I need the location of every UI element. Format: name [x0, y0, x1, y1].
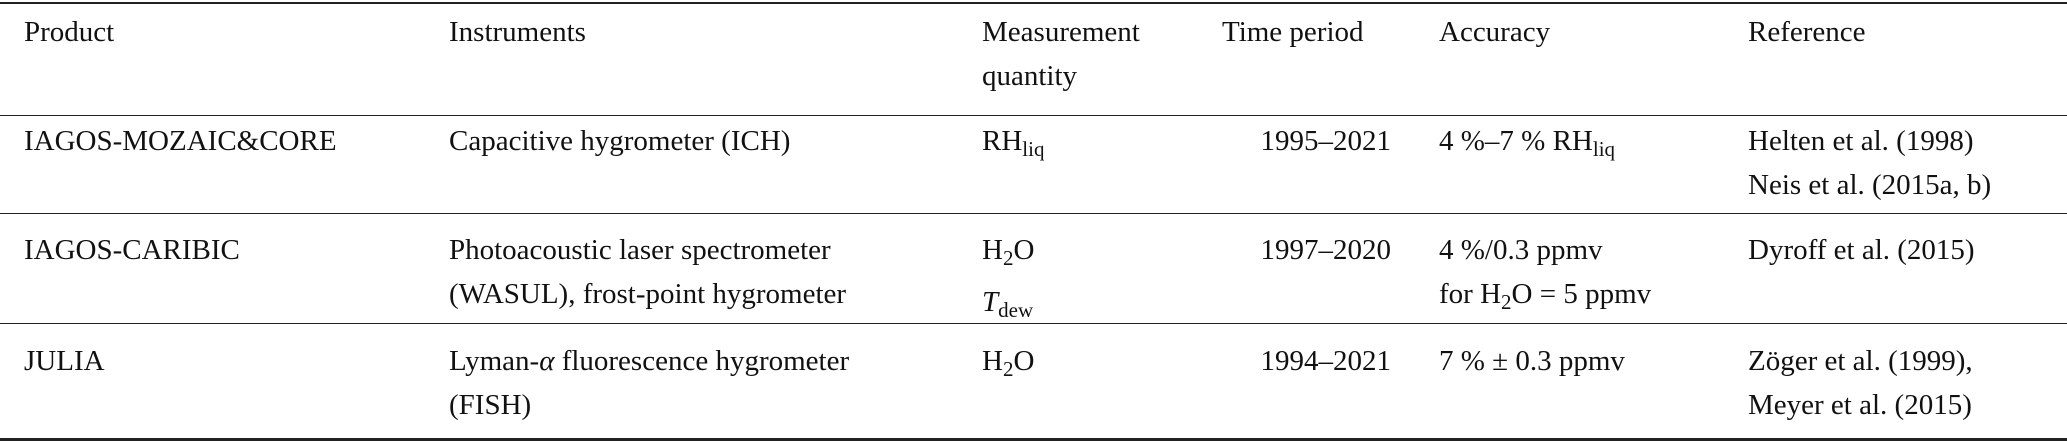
table-cell: Dyroff et al. (2015) [1748, 228, 1975, 272]
top-rule [0, 2, 2067, 4]
subscript: 2 [1002, 357, 1014, 381]
table-cell: 1994–2021 [1261, 339, 1392, 383]
rule [0, 323, 2067, 324]
table-cell: Measurement quantity [982, 10, 1140, 98]
table-cell: Product [24, 10, 114, 54]
cell-line: IAGOS-MOZAIC&CORE [24, 125, 337, 157]
cell-line: 1994–2021 [1260, 345, 1392, 377]
table-cell: H2O [982, 339, 1034, 391]
cell-line: 1995–2021 [1260, 125, 1392, 157]
text-run: α [539, 345, 555, 377]
cell-line: JULIA [24, 345, 105, 377]
table-cell: JULIA [24, 339, 105, 383]
cell-line: (FISH) [449, 389, 532, 421]
cell-line: Capacitive hygrometer (ICH) [449, 125, 791, 157]
cell-line: Instruments [449, 16, 586, 48]
text-run: fluorescence hygrometer [554, 345, 850, 377]
cell-line: 7 % ± 0.3 ppmv [1439, 345, 1625, 377]
rule [0, 115, 2067, 116]
table-cell: IAGOS-MOZAIC&CORE [24, 119, 337, 163]
text-run: 4 %–7 % RH [1439, 125, 1593, 157]
table-cell: IAGOS-CARIBIC [24, 228, 240, 272]
table-cell: Helten et al. (1998) Neis et al. (2015a, … [1748, 119, 1991, 207]
cell-line: Zöger et al. (1999), [1748, 345, 1973, 377]
rule [0, 213, 2067, 214]
cell-line: H2O [982, 339, 1034, 391]
cell-line: Measurement [982, 16, 1140, 48]
text-run: T [982, 286, 999, 318]
table-cell: 1995–2021 [1261, 119, 1392, 163]
subscript: 2 [1002, 246, 1014, 270]
cell-line: Time period [1222, 16, 1364, 48]
cell-line: 4 %–7 % RHliq [1439, 119, 1615, 171]
table-cell: 4 %/0.3 ppmv for H2O = 5 ppmv [1439, 228, 1651, 324]
text-run: H [982, 345, 1003, 377]
text-run: O [1013, 234, 1035, 266]
cell-line: H2O [982, 228, 1034, 280]
table-cell: Accuracy [1439, 10, 1550, 54]
table-cell: Reference [1748, 10, 1866, 54]
cell-line: Dyroff et al. (2015) [1748, 234, 1975, 266]
table-cell: Time period [1222, 10, 1364, 54]
text-run: Lyman- [449, 345, 540, 377]
text-run: O [1013, 345, 1035, 377]
cell-line: for H2O = 5 ppmv [1439, 272, 1651, 324]
subscript: liq [1592, 137, 1616, 161]
table-cell: Instruments [449, 10, 586, 54]
cell-line: IAGOS-CARIBIC [24, 234, 240, 266]
table-cell: Capacitive hygrometer (ICH) [449, 119, 790, 163]
table-cell: 7 % ± 0.3 ppmv [1439, 339, 1625, 383]
cell-line: RHliq [982, 119, 1044, 171]
cell-line: 1997–2020 [1260, 234, 1392, 266]
text-run: H [982, 234, 1003, 266]
cell-line: Neis et al. (2015a, b) [1748, 169, 1992, 201]
cell-line: Reference [1748, 16, 1866, 48]
table-cell: Lyman-α fluorescence hygrometer (FISH) [449, 339, 849, 427]
table-cell: RHliq [982, 119, 1044, 171]
text-run: O = 5 ppmv [1511, 278, 1652, 310]
table-cell: 1997–2020 [1261, 228, 1392, 272]
table-cell: 4 %–7 % RHliq [1439, 119, 1615, 171]
text-run: for H [1439, 278, 1502, 310]
cell-line: 4 %/0.3 ppmv [1439, 234, 1603, 266]
subscript: liq [1022, 137, 1045, 161]
cell-line: quantity [982, 60, 1078, 92]
subscript: dew [998, 298, 1034, 322]
table-cell: Photoacoustic laser spectrometer (WASUL),… [449, 228, 846, 316]
cell-line: Lyman-α fluorescence hygrometer [449, 339, 849, 383]
cell-line: Meyer et al. (2015) [1748, 389, 1972, 421]
subscript: 2 [1501, 290, 1512, 314]
cell-line: (WASUL), frost-point hygrometer [449, 278, 847, 310]
table-cell: Zöger et al. (1999), Meyer et al. (2015) [1748, 339, 1973, 427]
text-run: RH [982, 125, 1023, 157]
table-cell: H2O Tdew [982, 228, 1034, 332]
cell-line: Product [24, 16, 115, 48]
cell-line: Helten et al. (1998) [1748, 125, 1974, 157]
cell-line: Photoacoustic laser spectrometer [449, 234, 831, 266]
cell-line: Tdew [982, 280, 1034, 332]
cell-line: Accuracy [1439, 16, 1551, 48]
bottom-rule [0, 438, 2067, 441]
